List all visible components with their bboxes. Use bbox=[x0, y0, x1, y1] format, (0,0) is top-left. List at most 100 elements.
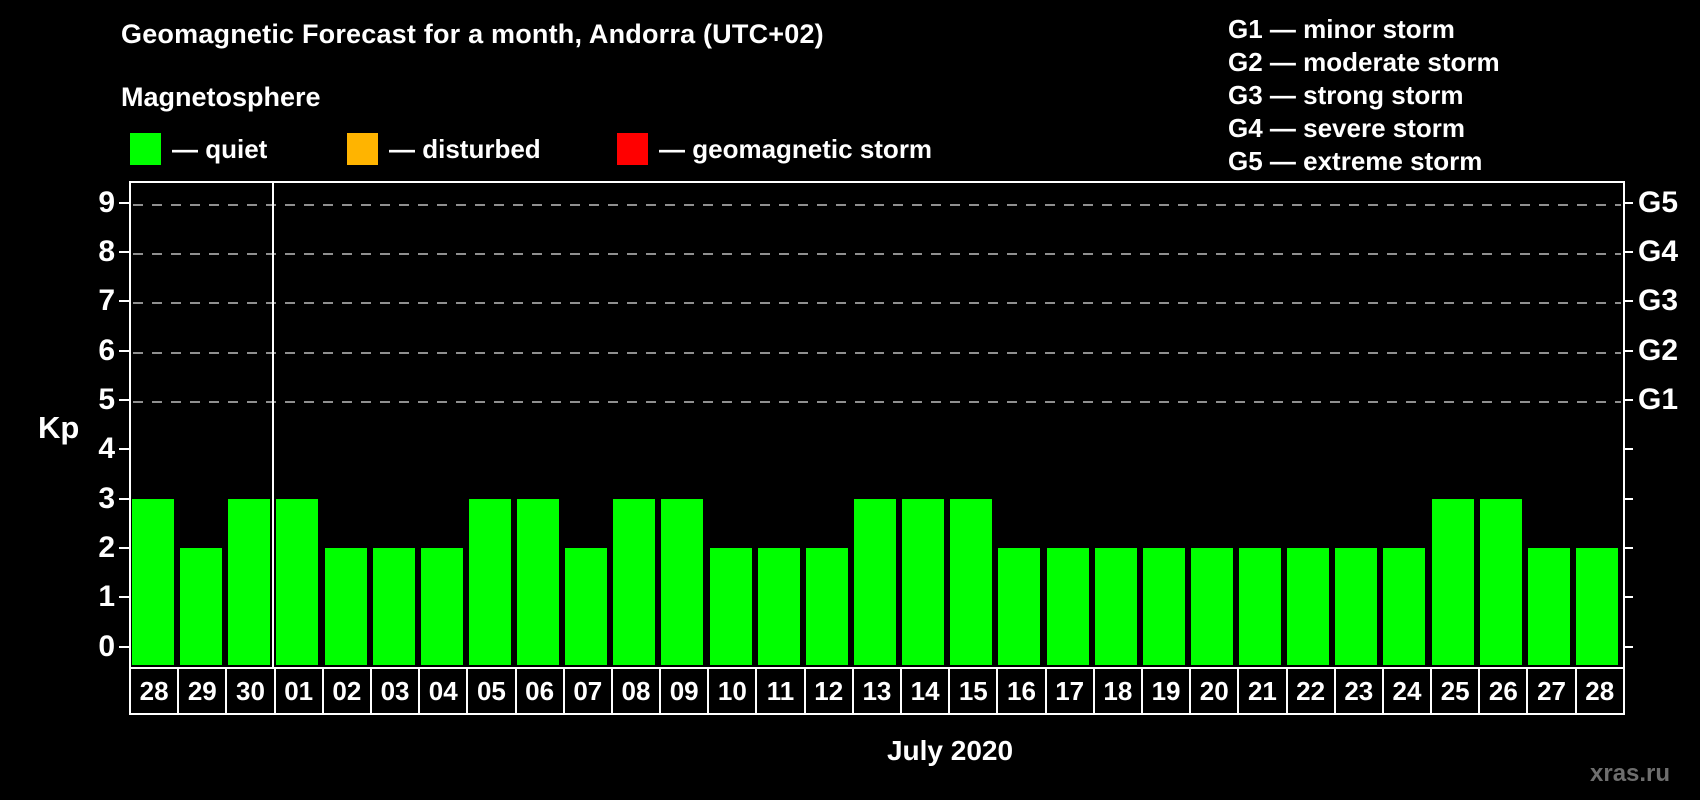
gridline-kp6 bbox=[133, 351, 1621, 354]
legend-swatch-storm-icon bbox=[617, 133, 648, 165]
kp-bar-day-08 bbox=[613, 498, 656, 665]
kp-bar-day-04 bbox=[420, 547, 463, 665]
gridline-kp5 bbox=[133, 401, 1621, 403]
magnetosphere-label: Magnetosphere bbox=[121, 82, 321, 112]
y-axis-tick-left bbox=[119, 399, 129, 401]
day-label-cell: 04 bbox=[420, 669, 469, 713]
kp-bar-day-30 bbox=[228, 498, 271, 665]
g-legend-line: G1 — minor storm bbox=[1228, 14, 1455, 44]
legend-swatch-quiet-icon bbox=[130, 133, 161, 165]
day-label-cell: 13 bbox=[854, 669, 902, 713]
kp-bar-day-07 bbox=[565, 547, 608, 665]
day-label-cell: 22 bbox=[1288, 669, 1336, 713]
day-label-cell: 29 bbox=[179, 669, 228, 713]
kp-bar-day-03 bbox=[372, 547, 415, 665]
day-label-cell: 07 bbox=[565, 669, 613, 713]
plot-area bbox=[129, 181, 1625, 669]
y-axis-tick-right bbox=[1623, 497, 1633, 500]
day-label-cell: 16 bbox=[998, 669, 1047, 713]
y-axis-tick-left bbox=[119, 546, 129, 549]
legend-item-storm: — geomagnetic storm bbox=[617, 132, 932, 166]
y-axis-tick-right bbox=[1623, 300, 1633, 303]
kp-bar-day-09 bbox=[661, 498, 704, 665]
kp-bar-day-02 bbox=[324, 547, 367, 665]
day-label-cell: 26 bbox=[1480, 669, 1529, 713]
day-label-cell: 25 bbox=[1432, 669, 1481, 713]
y-axis-tick-label-3: 3 bbox=[98, 481, 115, 515]
y-axis-tick-right bbox=[1623, 251, 1633, 254]
y-axis-tick-left bbox=[119, 645, 129, 648]
day-label-cell: 28 bbox=[1585, 676, 1615, 706]
kp-bar-day-13 bbox=[854, 498, 896, 665]
day-label-cell: 14 bbox=[902, 669, 951, 713]
y-axis-tick-right bbox=[1623, 546, 1633, 549]
y-axis-tick-left bbox=[119, 349, 129, 352]
day-label-cell: 11 bbox=[757, 669, 806, 713]
day-label-cell: 18 bbox=[1095, 669, 1143, 713]
y-axis-tick-left bbox=[119, 201, 129, 204]
day-label-cell: 10 bbox=[709, 669, 758, 713]
day-label-cell: 21 bbox=[1239, 669, 1288, 713]
y-axis-tick-right bbox=[1623, 349, 1633, 352]
day-label-cell: 01 bbox=[276, 669, 324, 713]
kp-bar-day-28 bbox=[132, 498, 175, 665]
kp-bar-day-05 bbox=[468, 498, 511, 665]
g-legend-line: G5 — extreme storm bbox=[1228, 146, 1483, 176]
y-axis-tick-left bbox=[119, 596, 129, 599]
month-label: July 2020 bbox=[886, 735, 1014, 766]
kp-bar-day-20 bbox=[1190, 547, 1233, 665]
kp-bar-day-12 bbox=[805, 547, 848, 665]
day-label-cell: 02 bbox=[324, 669, 372, 713]
kp-bar-day-22 bbox=[1287, 547, 1330, 665]
day-label-cell: 06 bbox=[517, 669, 565, 713]
legend-item-disturbed: — disturbed bbox=[347, 132, 541, 166]
kp-bar-day-11 bbox=[757, 547, 800, 665]
y-axis-tick-left bbox=[119, 251, 129, 254]
kp-bar-day-23 bbox=[1335, 547, 1378, 665]
kp-bar-day-19 bbox=[1142, 547, 1185, 665]
y-axis-tick-right bbox=[1623, 448, 1633, 451]
legend-item-label: — disturbed bbox=[389, 133, 541, 164]
kp-bar-day-26 bbox=[1479, 498, 1522, 665]
y-axis-tick-left bbox=[119, 448, 129, 451]
day-label-cell: 23 bbox=[1336, 669, 1384, 713]
right-axis-label-g5: G5 bbox=[1638, 185, 1679, 219]
kp-bar-day-24 bbox=[1383, 547, 1426, 665]
y-axis-tick-left bbox=[119, 497, 129, 500]
legend-item-quiet: — quiet bbox=[130, 132, 267, 166]
y-axis-tick-label-7: 7 bbox=[98, 284, 115, 318]
x-axis-day-row: 28 29 30 01 02 03 04 05 06 07 08 09 10 11 12 13 14 15 16 17… bbox=[129, 667, 1625, 715]
right-axis-label-g2: G2 bbox=[1638, 333, 1679, 367]
legend-item-label: — geomagnetic storm bbox=[659, 133, 933, 164]
y-axis-tick-left bbox=[119, 300, 129, 303]
y-axis-tick-right bbox=[1623, 399, 1633, 401]
legend-swatch-disturbed-icon bbox=[347, 133, 378, 165]
y-axis-tick-right bbox=[1623, 645, 1633, 648]
y-axis-tick-label-1: 1 bbox=[98, 580, 115, 614]
legend-item-label: — quiet bbox=[172, 133, 268, 164]
month-separator-line bbox=[272, 183, 275, 667]
y-axis-tick-label-9: 9 bbox=[98, 185, 115, 219]
kp-bar-day-18 bbox=[1094, 547, 1137, 665]
kp-bar-day-29 bbox=[180, 547, 223, 665]
day-label-cell: 17 bbox=[1047, 669, 1095, 713]
day-label-cell: 24 bbox=[1384, 669, 1433, 713]
day-label-cell: 28 bbox=[131, 669, 180, 713]
gridline-kp9 bbox=[133, 203, 1621, 206]
y-axis-tick-right bbox=[1623, 201, 1633, 204]
kp-bar-day-16 bbox=[998, 547, 1041, 665]
chart-title: Geomagnetic Forecast for a month, Andorr… bbox=[121, 19, 824, 49]
gridline-kp8 bbox=[133, 253, 1621, 256]
day-label-cell: 05 bbox=[468, 669, 517, 713]
kp-bar-day-14 bbox=[902, 498, 945, 665]
watermark: xras.ru bbox=[1590, 760, 1671, 787]
kp-bar-day-21 bbox=[1239, 547, 1282, 665]
right-axis-label-g4: G4 bbox=[1638, 235, 1679, 269]
y-axis-tick-label-5: 5 bbox=[98, 383, 115, 416]
kp-bar-day-15 bbox=[950, 498, 993, 665]
day-label-cell: 09 bbox=[661, 669, 710, 713]
day-label-cell: 15 bbox=[950, 669, 999, 713]
g-legend-line: G3 — strong storm bbox=[1228, 80, 1464, 110]
day-label-cell: 12 bbox=[806, 669, 854, 713]
